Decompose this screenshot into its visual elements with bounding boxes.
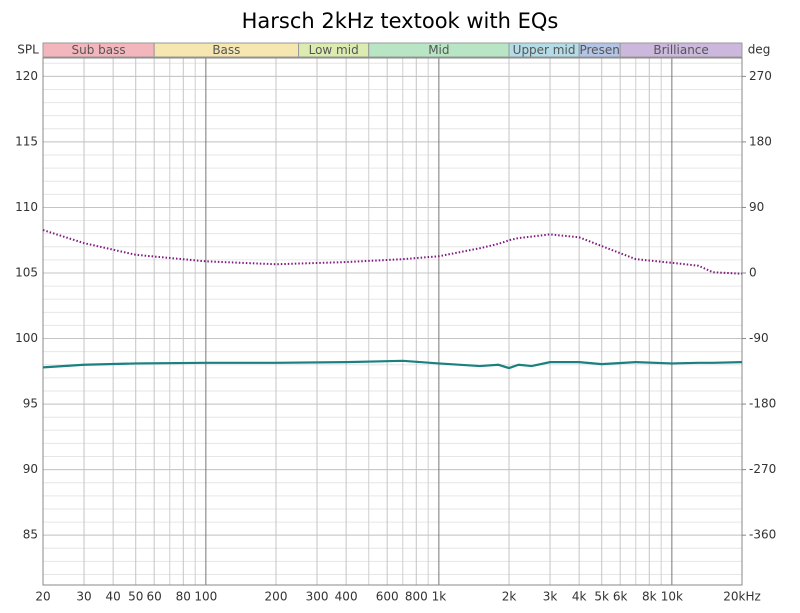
- y-tick-label: 100: [15, 331, 38, 345]
- y2-tick-label: -270: [749, 462, 776, 476]
- series-line: [42, 229, 743, 275]
- y-tick-label: 110: [15, 200, 38, 214]
- x-tick-label: 5k: [594, 590, 609, 604]
- x-tick-label: 200: [265, 590, 288, 604]
- x-tick-label: 30: [76, 590, 91, 604]
- x-tick-label: 2k: [502, 590, 517, 604]
- y-tick-label: 95: [23, 397, 38, 411]
- x-tick-label: 300: [306, 590, 329, 604]
- band-label: Bass: [212, 43, 240, 57]
- x-tick-label: 80: [176, 590, 191, 604]
- plot-area: [42, 57, 743, 586]
- x-tick-label: 600: [376, 590, 399, 604]
- y2-tick-label: 90: [749, 200, 764, 214]
- x-tick-label: 1k: [432, 590, 447, 604]
- x-tick-label: 3k: [543, 590, 558, 604]
- band-label: Upper mid: [513, 43, 576, 57]
- band: [619, 42, 743, 58]
- y-tick-label: 85: [23, 528, 38, 542]
- series-line: [42, 359, 743, 370]
- band-label: Sub bass: [72, 43, 126, 57]
- band-label: Mid: [428, 43, 449, 57]
- x-tick-label: 20kHz: [723, 590, 761, 604]
- x-tick-label: 20: [35, 590, 50, 604]
- band-label: Low mid: [309, 43, 359, 57]
- y-tick-label: 115: [15, 134, 38, 148]
- x-tick-label: 60: [147, 590, 162, 604]
- y-tick-label: 90: [23, 462, 38, 476]
- y2-axis-label: deg: [748, 43, 771, 57]
- x-tick-label: 100: [194, 590, 217, 604]
- x-tick-label: 50: [128, 590, 143, 604]
- y2-tick-label: 270: [749, 69, 772, 83]
- band-label: Brilliance: [653, 43, 708, 57]
- plot-border: [42, 57, 743, 586]
- band-label: Presen: [579, 43, 619, 57]
- x-tick-label: 8k: [642, 590, 657, 604]
- x-tick-label: 10k: [661, 590, 683, 604]
- y2-tick-label: -90: [749, 331, 769, 345]
- x-tick-label: 400: [335, 590, 358, 604]
- x-tick-label: 4k: [572, 590, 587, 604]
- x-tick-label: 40: [105, 590, 120, 604]
- y2-tick-label: 0: [749, 265, 757, 279]
- chart-title: Harsch 2kHz textook with EQs: [242, 9, 559, 33]
- y2-tick-label: -180: [749, 397, 776, 411]
- x-tick-label: 800: [405, 590, 428, 604]
- y-tick-label: 120: [15, 69, 38, 83]
- y2-tick-label: 180: [749, 134, 772, 148]
- y-axis-label: SPL: [17, 43, 39, 57]
- x-tick-label: 6k: [613, 590, 628, 604]
- y2-tick-label: -360: [749, 528, 776, 542]
- y-tick-label: 105: [15, 265, 38, 279]
